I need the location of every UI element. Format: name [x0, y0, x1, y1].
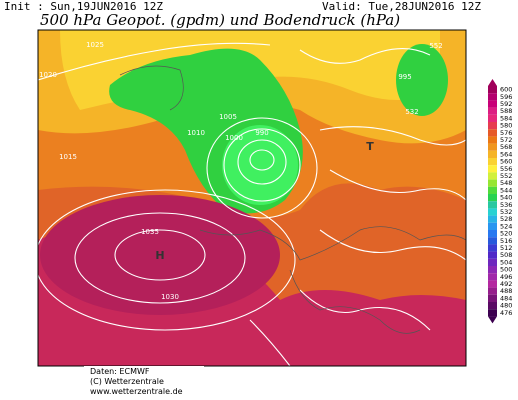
scale-swatch [488, 158, 497, 166]
scale-label: 480 [500, 302, 512, 310]
scale-swatch [488, 222, 497, 230]
isobar-label: 1035 [141, 228, 159, 236]
map: 1025 1020 1015 1010 1005 1000 995 990 10… [38, 30, 466, 366]
scale-swatch [488, 93, 497, 101]
scale-label: 516 [500, 237, 512, 245]
high-marker: H [155, 249, 164, 262]
scale-swatch [488, 122, 497, 130]
scale-label: 508 [500, 251, 512, 259]
isobar-label: 1025 [86, 41, 104, 49]
scale-label: 496 [500, 273, 512, 281]
scale-swatch [488, 244, 497, 252]
scale-label: 560 [500, 158, 512, 166]
scale-swatch [488, 201, 497, 209]
scale-label: 592 [500, 100, 512, 108]
scale-label: 584 [500, 114, 512, 122]
scale-label: 552 [500, 172, 512, 180]
scale-label: 492 [500, 280, 512, 288]
scale-swatch [488, 172, 497, 180]
scale-label: 548 [500, 179, 512, 187]
scale-swatch [488, 215, 497, 223]
low-marker: T [366, 140, 374, 153]
scale-swatch [488, 194, 497, 202]
isobar-label: 1015 [59, 153, 77, 161]
scale-swatch [488, 258, 497, 266]
scale-swatch [488, 302, 497, 310]
footer-copyright: (C) Wetterzentrale [90, 377, 164, 386]
scale-label: 568 [500, 143, 512, 151]
isobar-label: 1000 [225, 134, 243, 142]
isobar-label: 1005 [219, 113, 237, 121]
scale-swatch [488, 86, 497, 94]
scale-label: 520 [500, 230, 512, 238]
scale-label: 512 [500, 244, 512, 252]
isobar-label: 1010 [187, 129, 205, 137]
map-title: 500 hPa Geopot. (gpdm) und Bodendruck (h… [40, 11, 400, 29]
scale-swatch [488, 136, 497, 144]
scale-label: 588 [500, 107, 512, 115]
scale-swatch [488, 107, 497, 115]
scale-swatch [488, 100, 497, 108]
scale-label: 556 [500, 165, 512, 173]
scale-swatch [488, 309, 497, 317]
footer-box [84, 366, 204, 400]
scale-swatch [488, 179, 497, 187]
scale-arrow-top [488, 79, 497, 86]
scale-swatch [488, 251, 497, 259]
isobar-label: 1030 [161, 293, 179, 301]
scale-swatch [488, 208, 497, 216]
scale-label: 600 [500, 86, 512, 94]
scale-label: 576 [500, 129, 512, 137]
scale-arrow-bottom [488, 316, 497, 324]
isobar-label: 995 [398, 73, 411, 81]
scale-swatch [488, 114, 497, 122]
scale-swatch [488, 230, 497, 238]
scale-swatch [488, 237, 497, 245]
isobar-label: 990 [255, 129, 268, 137]
isobar-label: 1020 [39, 71, 57, 79]
scale-swatch [488, 143, 497, 151]
scale-label: 488 [500, 287, 512, 295]
scale-swatch [488, 280, 497, 288]
scale-label: 564 [500, 150, 512, 158]
scale-label: 532 [500, 208, 512, 216]
scale-label: 524 [500, 222, 512, 230]
scale-label: 544 [500, 186, 512, 194]
scale-swatch [488, 294, 497, 302]
scale-swatch [488, 150, 497, 158]
scale-swatch [488, 287, 497, 295]
init-time: Init : Sun,19JUN2016 12Z [4, 0, 163, 13]
scale-label: 580 [500, 122, 512, 130]
scale-label: 476 [500, 309, 512, 317]
scale-label: 540 [500, 194, 512, 202]
footer-url: www.wetterzentrale.de [90, 387, 183, 396]
scale-label: 528 [500, 215, 512, 223]
contour-label: 532 [405, 108, 418, 116]
scale-label: 500 [500, 266, 512, 274]
scale-swatch [488, 165, 497, 173]
contour-label: 552 [429, 42, 442, 50]
valid-time: Valid: Tue,28JUN2016 12Z [322, 0, 481, 13]
scale-swatch [488, 186, 497, 194]
scale-swatch [488, 273, 497, 281]
scale-label: 484 [500, 294, 512, 302]
scale-label: 596 [500, 93, 512, 101]
scale-swatch [488, 129, 497, 137]
scale-label: 572 [500, 136, 512, 144]
scale-label: 504 [500, 258, 512, 266]
scale-swatch [488, 266, 497, 274]
map-frame [37, 29, 467, 367]
scale-label: 536 [500, 201, 512, 209]
footer-data: Daten: ECMWF [90, 367, 150, 376]
